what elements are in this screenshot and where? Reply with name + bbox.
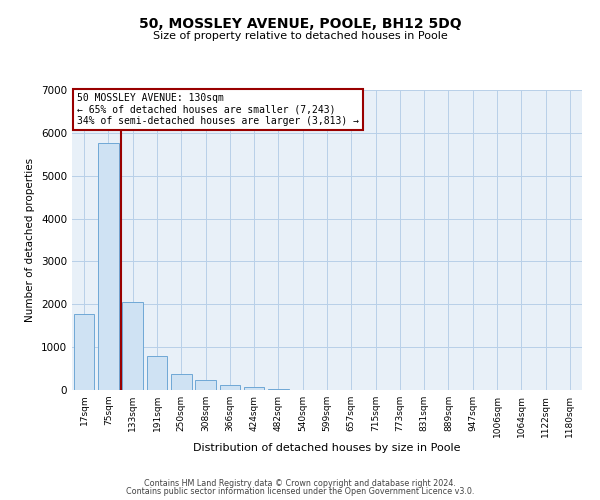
Bar: [220, 386, 240, 390]
Bar: [74, 314, 94, 390]
Text: Size of property relative to detached houses in Poole: Size of property relative to detached ho…: [152, 31, 448, 41]
Bar: [268, 388, 289, 390]
Bar: [98, 143, 119, 390]
Text: Contains public sector information licensed under the Open Government Licence v3: Contains public sector information licen…: [126, 488, 474, 496]
Text: 50 MOSSLEY AVENUE: 130sqm
← 65% of detached houses are smaller (7,243)
34% of se: 50 MOSSLEY AVENUE: 130sqm ← 65% of detac…: [77, 93, 359, 126]
Bar: [244, 388, 265, 390]
Bar: [122, 302, 143, 390]
Y-axis label: Number of detached properties: Number of detached properties: [25, 158, 35, 322]
X-axis label: Distribution of detached houses by size in Poole: Distribution of detached houses by size …: [193, 442, 461, 452]
Text: Contains HM Land Registry data © Crown copyright and database right 2024.: Contains HM Land Registry data © Crown c…: [144, 478, 456, 488]
Bar: [146, 356, 167, 390]
Bar: [195, 380, 216, 390]
Text: 50, MOSSLEY AVENUE, POOLE, BH12 5DQ: 50, MOSSLEY AVENUE, POOLE, BH12 5DQ: [139, 18, 461, 32]
Bar: [171, 374, 191, 390]
